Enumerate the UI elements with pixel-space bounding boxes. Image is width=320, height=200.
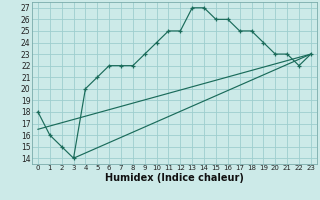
X-axis label: Humidex (Indice chaleur): Humidex (Indice chaleur) xyxy=(105,173,244,183)
